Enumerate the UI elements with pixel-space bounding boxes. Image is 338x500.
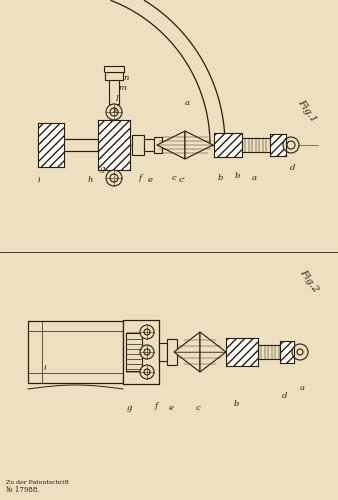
Text: e: e xyxy=(169,404,174,412)
Text: Zu der Patentschrift: Zu der Patentschrift xyxy=(6,480,69,485)
Text: g: g xyxy=(127,404,132,412)
Polygon shape xyxy=(200,332,226,372)
Circle shape xyxy=(144,369,150,375)
Circle shape xyxy=(144,349,150,355)
Text: b: b xyxy=(235,172,240,180)
Bar xyxy=(38,139,98,151)
Text: b: b xyxy=(234,400,239,408)
Text: f: f xyxy=(139,174,142,182)
Text: № 17988.: № 17988. xyxy=(6,486,40,494)
Text: d: d xyxy=(282,392,287,400)
Circle shape xyxy=(287,141,295,149)
Bar xyxy=(132,135,144,155)
Polygon shape xyxy=(174,332,200,372)
Text: n: n xyxy=(123,74,128,82)
Bar xyxy=(105,72,123,80)
Bar xyxy=(167,339,177,365)
Bar xyxy=(38,123,64,167)
Bar xyxy=(242,138,270,152)
Polygon shape xyxy=(157,131,185,159)
Text: l: l xyxy=(116,95,119,103)
Bar xyxy=(258,345,280,359)
Text: Fig.2: Fig.2 xyxy=(298,268,320,294)
Bar xyxy=(104,66,124,72)
Text: b: b xyxy=(218,174,223,182)
Bar xyxy=(159,343,167,361)
Polygon shape xyxy=(185,131,213,159)
Text: f: f xyxy=(155,402,158,410)
Circle shape xyxy=(283,137,299,153)
Text: e: e xyxy=(148,176,153,184)
Polygon shape xyxy=(111,0,225,145)
Bar xyxy=(270,134,286,156)
Circle shape xyxy=(110,174,118,182)
Circle shape xyxy=(140,345,154,359)
Text: m: m xyxy=(118,84,126,92)
Bar xyxy=(28,321,123,383)
Circle shape xyxy=(106,170,122,186)
Circle shape xyxy=(144,329,150,335)
Bar xyxy=(280,341,294,363)
Text: c': c' xyxy=(179,176,186,184)
Circle shape xyxy=(140,365,154,379)
Text: d: d xyxy=(290,164,295,172)
Bar xyxy=(214,133,242,157)
Circle shape xyxy=(106,104,122,120)
Text: i: i xyxy=(44,364,47,372)
Bar xyxy=(98,120,130,170)
Text: c: c xyxy=(172,174,177,182)
Circle shape xyxy=(297,349,303,355)
Text: i: i xyxy=(38,176,41,184)
Bar xyxy=(154,137,162,153)
Circle shape xyxy=(110,108,118,116)
Text: Fig.1: Fig.1 xyxy=(296,98,318,124)
Text: g: g xyxy=(100,165,105,173)
Circle shape xyxy=(140,325,154,339)
Bar xyxy=(226,338,258,366)
Bar xyxy=(123,320,159,384)
Text: c: c xyxy=(196,404,201,412)
Bar xyxy=(109,74,119,104)
Text: k: k xyxy=(113,107,118,115)
Text: a: a xyxy=(185,99,190,107)
Text: h: h xyxy=(88,176,93,184)
Circle shape xyxy=(292,344,308,360)
Text: a: a xyxy=(252,174,257,182)
Bar xyxy=(126,333,142,371)
Bar xyxy=(144,139,154,151)
Text: a: a xyxy=(300,384,305,392)
